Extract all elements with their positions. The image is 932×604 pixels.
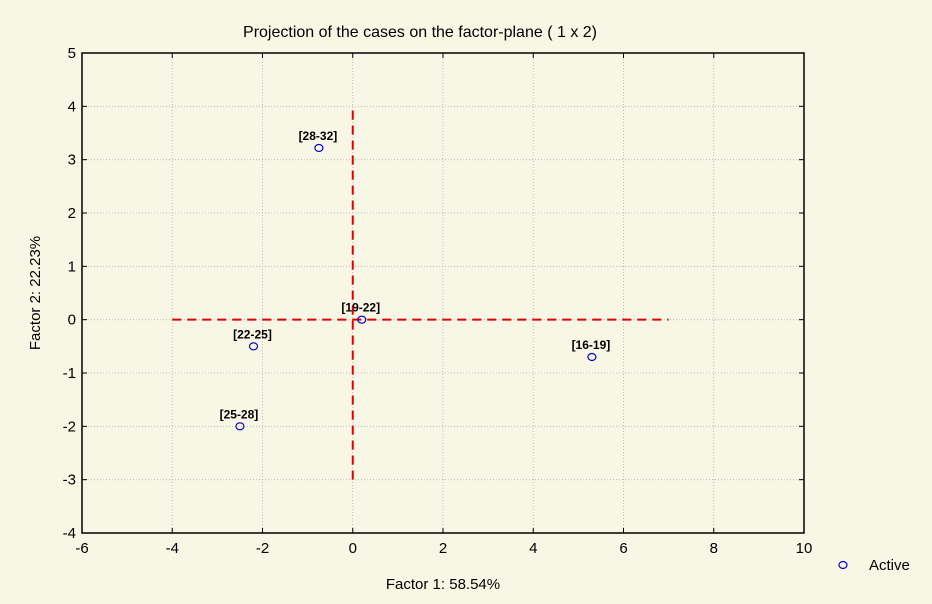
y-tick-label: 4	[68, 98, 76, 115]
scatter-point	[314, 143, 324, 153]
point-label: [19-22]	[341, 301, 380, 315]
y-tick-label: -1	[63, 365, 76, 382]
y-tick-label: 5	[68, 45, 76, 62]
y-tick-label: -2	[63, 418, 76, 435]
x-tick-label: 4	[529, 540, 537, 557]
y-tick-label: 1	[68, 258, 76, 275]
point-label: [22-25]	[233, 327, 272, 341]
legend-marker-active	[838, 560, 848, 570]
point-label: [16-19]	[572, 338, 611, 352]
x-tick-label: 8	[710, 540, 718, 557]
legend: Active	[838, 557, 910, 574]
point-label: [28-32]	[299, 129, 338, 143]
y-tick-label: -4	[63, 525, 76, 542]
y-tick-label: 2	[68, 205, 76, 222]
scatter-point	[235, 422, 245, 431]
y-tick-label: -3	[63, 472, 76, 489]
x-tick-label: 10	[796, 540, 813, 557]
x-tick-label: -4	[166, 540, 179, 557]
scatter-point	[587, 352, 597, 362]
scatter-point	[357, 315, 367, 324]
y-axis-label: Factor 2: 22.23%	[27, 236, 44, 350]
legend-label-active: Active	[869, 557, 910, 574]
x-tick-label: -6	[75, 540, 88, 557]
reference-lines	[172, 106, 669, 480]
y-tick-label: 0	[68, 312, 76, 329]
point-label: [25-28]	[220, 407, 259, 421]
x-tick-label: 0	[349, 540, 357, 557]
x-tick-label: -2	[256, 540, 269, 557]
x-tick-label: 2	[439, 540, 447, 557]
data-points: [28-32] [19-22] [22-25] [16-19] [25-28]	[220, 129, 611, 431]
grid-lines	[82, 53, 804, 533]
x-axis-label: Factor 1: 58.54%	[386, 576, 500, 593]
x-tick-label: 6	[619, 540, 627, 557]
chart-title: Projection of the cases on the factor-pl…	[243, 24, 597, 41]
y-tick-label: 3	[68, 152, 76, 169]
scatter-point	[248, 342, 259, 351]
